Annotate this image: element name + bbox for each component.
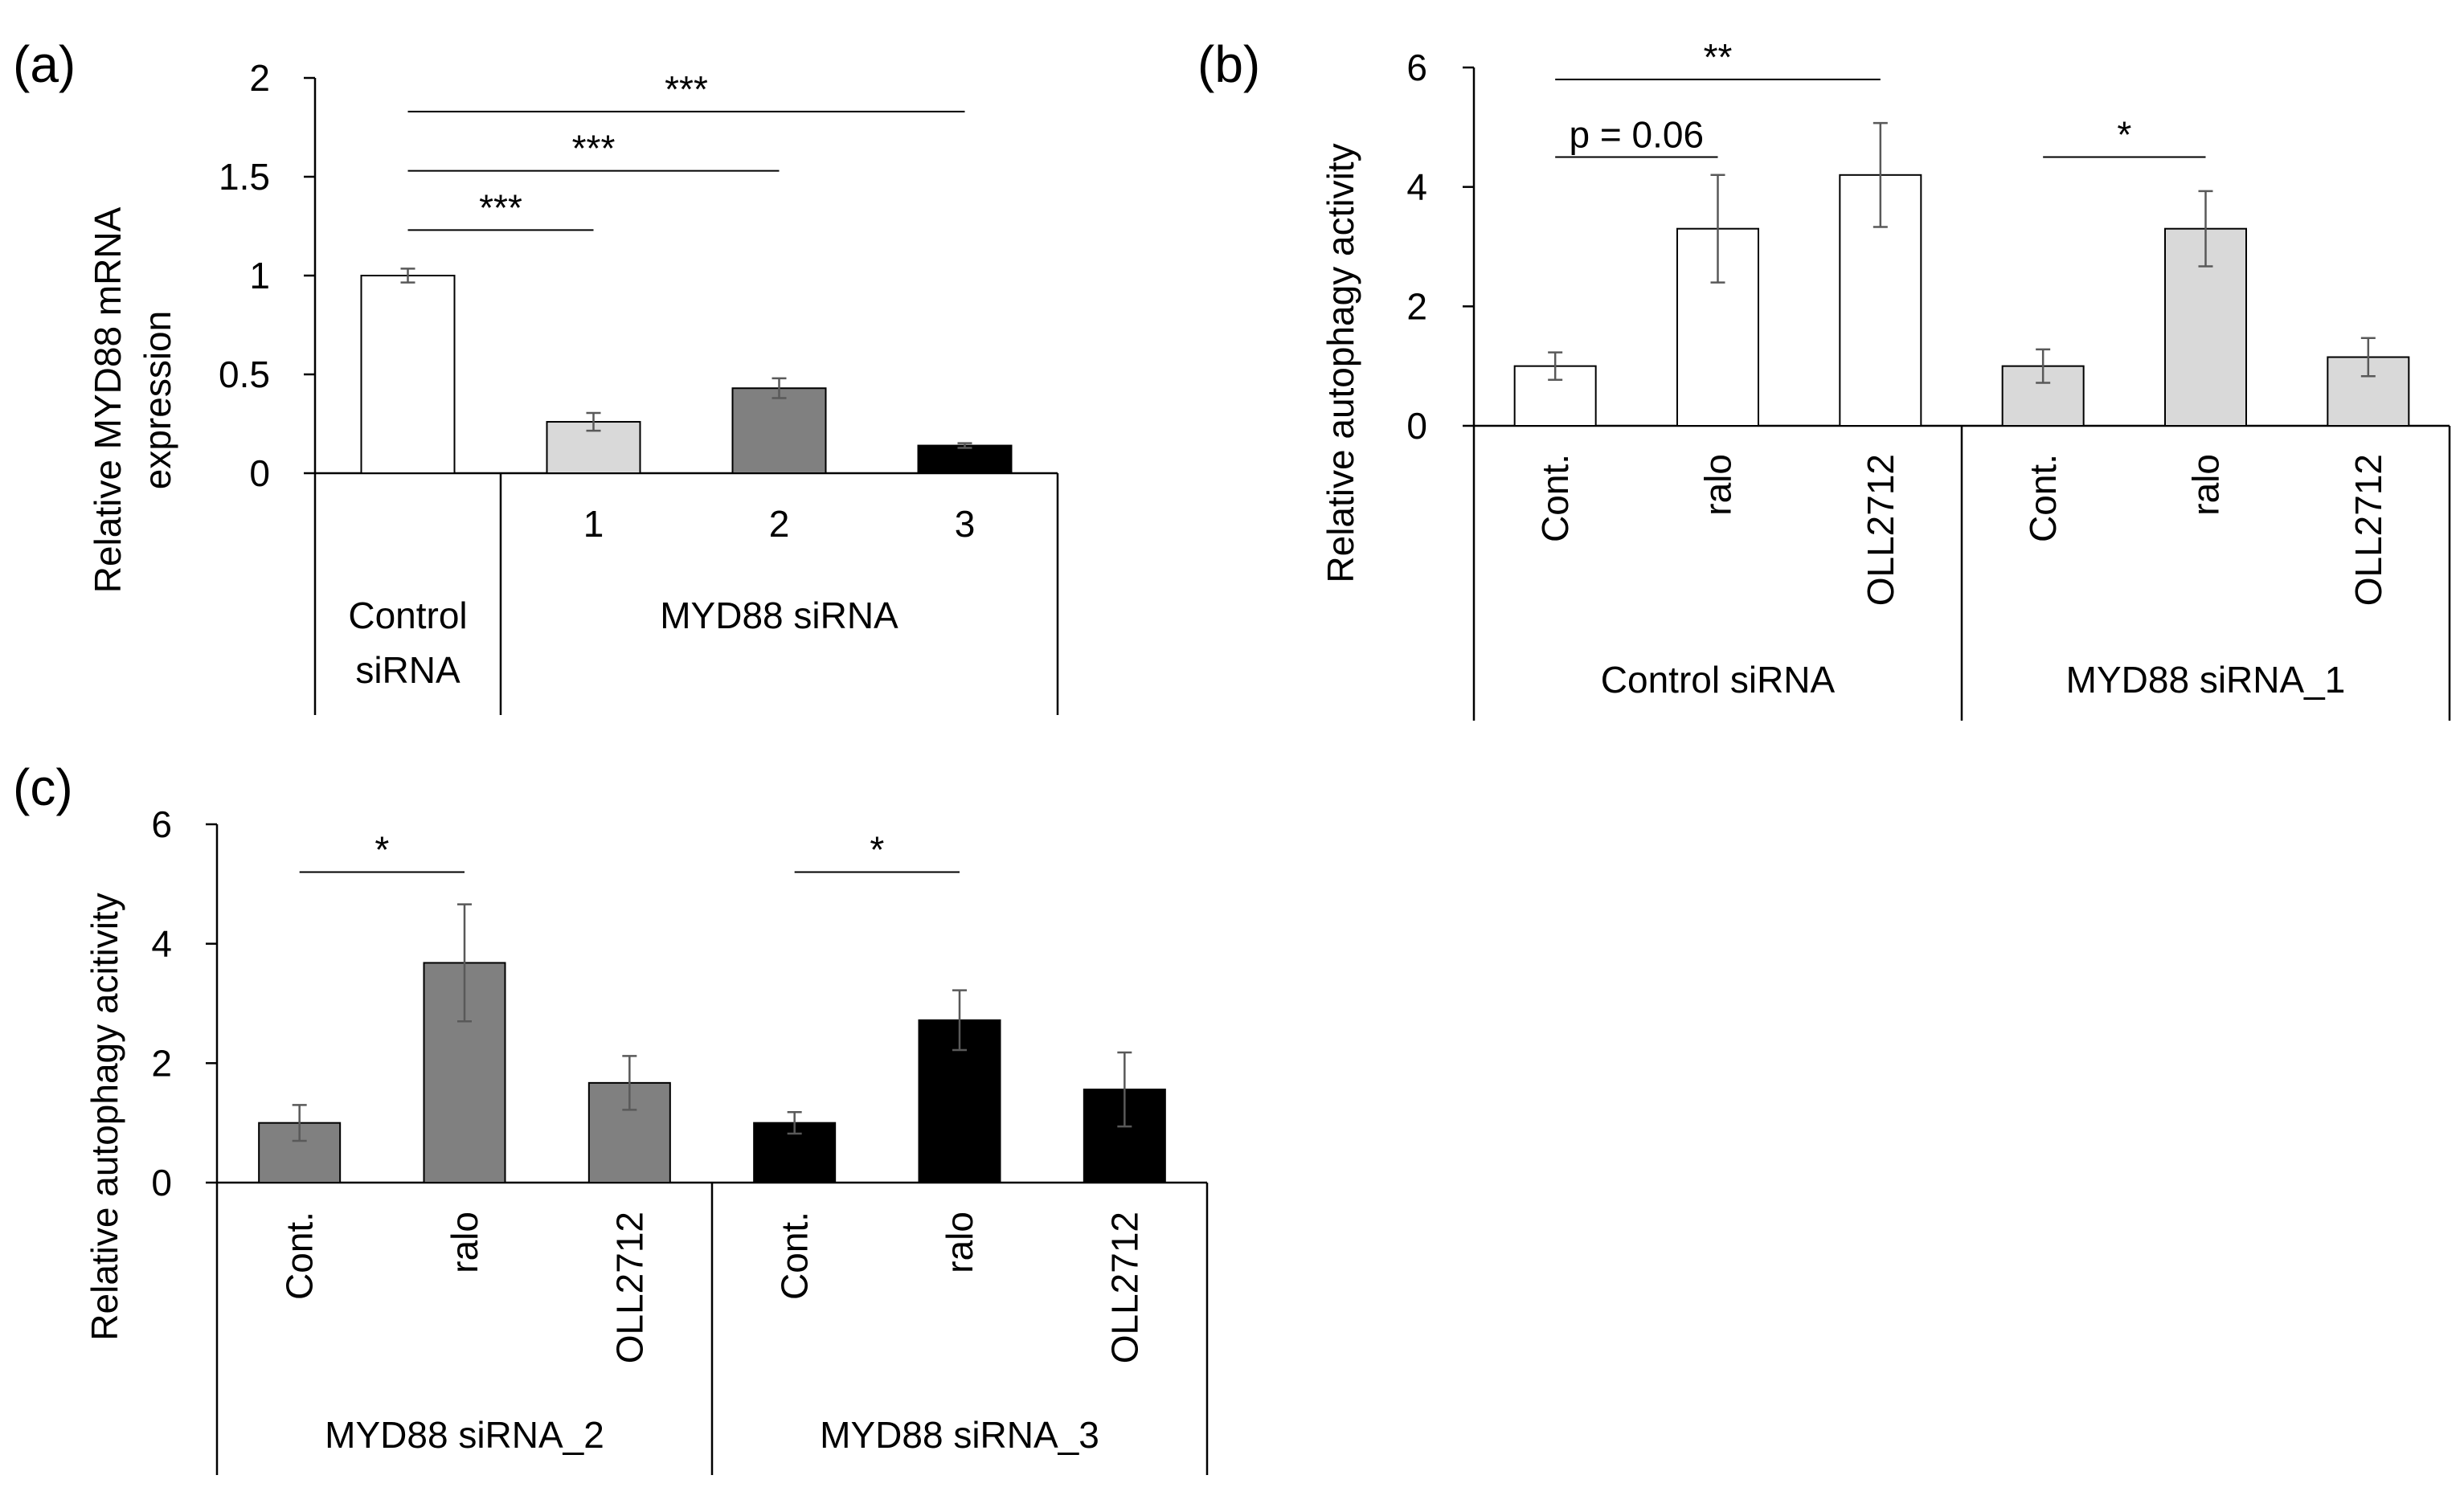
y-axis-title-line: expression <box>137 311 178 489</box>
x-category-label: 1 <box>583 503 604 545</box>
y-tick-label: 4 <box>1406 166 1427 208</box>
panel-label: (c) <box>13 758 73 816</box>
y-tick-label: 0 <box>1406 405 1427 447</box>
y-tick-label: 2 <box>151 1042 172 1084</box>
group-label-line: Control <box>348 595 467 636</box>
panel-label: (b) <box>1197 35 1260 93</box>
significance-label: * <box>375 828 389 870</box>
x-category-label: Cont. <box>279 1212 321 1300</box>
y-tick-label: 1 <box>249 255 270 296</box>
significance-label: *** <box>572 128 616 170</box>
y-tick-label: 1.5 <box>219 156 270 198</box>
x-category-label: OLL2712 <box>2347 454 2389 606</box>
significance-label: *** <box>479 186 522 228</box>
y-tick-label: 0.5 <box>219 353 270 395</box>
y-axis-title: Relative autophagy activity <box>1320 143 1361 582</box>
panel-b: (b) 0 2 4 6 Relative autophagy activity Cont. r… <box>1197 35 2451 721</box>
group-label: MYD88 siRNA_3 <box>820 1414 1099 1456</box>
bar <box>917 444 1013 474</box>
significance-label: ** <box>1704 36 1733 78</box>
group-label: MYD88 siRNA <box>660 595 898 636</box>
x-category-label: OLL2712 <box>1860 454 1901 606</box>
y-tick-label: 2 <box>1406 285 1427 327</box>
x-category-label: Cont. <box>1534 454 1576 542</box>
panel-c: (c) 0 2 4 6 Relative autophagy acitivity Cont.… <box>13 758 1209 1475</box>
significance-label: * <box>2117 114 2131 156</box>
x-category-label: OLL2712 <box>608 1212 650 1363</box>
group-label: MYD88 siRNA_1 <box>2066 659 2346 701</box>
panel-label: (a) <box>13 35 76 93</box>
y-axis-title: Relative autophagy acitivity <box>84 893 125 1340</box>
significance-label: *** <box>665 68 708 110</box>
y-tick-label: 0 <box>249 452 270 494</box>
y-tick-label: 2 <box>249 57 270 99</box>
bar <box>731 387 827 474</box>
x-category-label: OLL2712 <box>1103 1212 1145 1363</box>
x-category-label: 3 <box>955 503 976 545</box>
bar <box>360 275 456 474</box>
group-label: MYD88 siRNA_2 <box>325 1414 604 1456</box>
x-category-label: ralo <box>939 1212 980 1273</box>
x-category-label: ralo <box>444 1212 485 1273</box>
significance-label: * <box>870 828 884 870</box>
x-category-label: Cont. <box>774 1212 816 1300</box>
group-label-line: siRNA <box>355 649 460 691</box>
group-label: Control siRNA <box>1601 659 1836 701</box>
panel-a: (a) 0 0.5 1 1.5 2 Relative MYD88 mRNA expressio… <box>13 35 1059 715</box>
y-axis-title-line: Relative MYD88 mRNA <box>87 206 129 593</box>
significance-label: p = 0.06 <box>1570 114 1705 156</box>
x-category-label: ralo <box>2185 454 2227 516</box>
y-tick-label: 0 <box>151 1162 172 1203</box>
y-tick-label: 6 <box>1406 47 1427 88</box>
y-tick-label: 6 <box>151 803 172 845</box>
bar <box>546 421 641 474</box>
x-category-label: 2 <box>769 503 790 545</box>
x-category-label: Cont. <box>2022 454 2064 542</box>
x-category-label: ralo <box>1697 454 1739 516</box>
y-tick-label: 4 <box>151 923 172 965</box>
